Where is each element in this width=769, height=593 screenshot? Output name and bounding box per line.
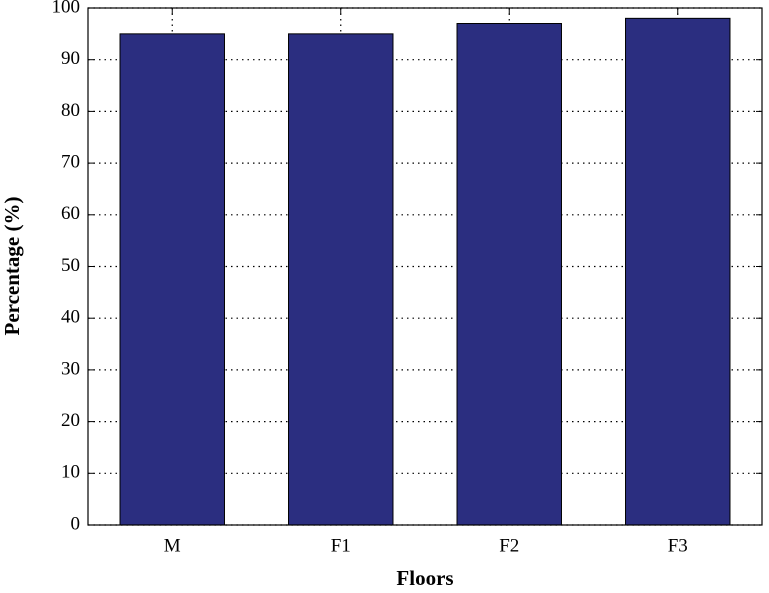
y-tick-label: 30 [61, 358, 80, 379]
y-tick-label: 50 [61, 255, 80, 276]
x-tick-label: M [164, 535, 181, 556]
y-tick-label: 60 [61, 203, 80, 224]
plot-frame [87, 7, 763, 526]
x-tick-label: F1 [331, 535, 351, 556]
bar [288, 33, 394, 526]
y-tick-label: 10 [61, 462, 80, 483]
y-tick-label: 0 [71, 513, 81, 534]
bar [119, 33, 225, 526]
y-axis-title: Percentage (%) [0, 197, 24, 336]
x-tick-label: F2 [499, 535, 519, 556]
y-tick-label: 20 [61, 410, 80, 431]
bar [456, 23, 562, 526]
y-tick-label: 100 [52, 0, 81, 17]
x-tick-label: F3 [668, 535, 688, 556]
y-tick-label: 90 [61, 48, 80, 69]
y-tick-label: 40 [61, 307, 80, 328]
y-tick-label: 70 [61, 151, 80, 172]
x-axis-title: Floors [396, 566, 453, 590]
bar [625, 17, 731, 526]
y-tick-label: 80 [61, 100, 80, 121]
